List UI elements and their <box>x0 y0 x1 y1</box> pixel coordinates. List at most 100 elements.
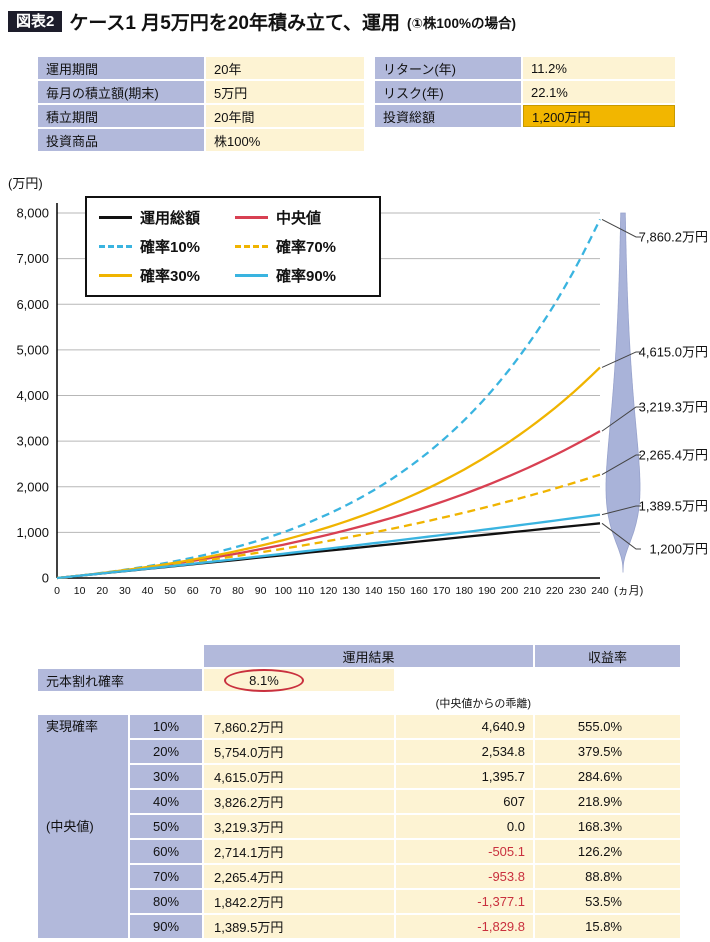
legend-item: 確率70% <box>235 236 367 257</box>
col-header-return: 収益率 <box>535 645 680 667</box>
loss-probability-highlight: 8.1% <box>224 668 304 692</box>
probability-group-label: 実現確率 <box>46 719 99 734</box>
x-tick-label: 170 <box>433 585 451 597</box>
figure-title: ケース1 月5万円を20年積み立て、運用 <box>69 13 400 34</box>
x-tick-label: 230 <box>569 585 587 597</box>
deviation-cell: 4,640.9 <box>396 715 533 738</box>
legend-line-sample <box>99 216 132 219</box>
deviation-cell: -1,829.8 <box>396 915 533 938</box>
legend-line-sample <box>99 274 132 277</box>
y-tick-label: 6,000 <box>16 297 49 312</box>
probability-group-cell: 実現確率 (中央値) <box>38 715 128 938</box>
legend-item: 確率10% <box>99 236 231 257</box>
deviation-cell: 2,534.8 <box>396 740 533 763</box>
condition-value-1: 5万円 <box>206 81 364 103</box>
return-cell: 126.2% <box>535 840 680 863</box>
amount-cell: 2,714.1万円 <box>204 840 394 863</box>
x-tick-label: 100 <box>274 585 292 597</box>
series-確率30% <box>56 366 601 580</box>
series-確率90% <box>56 513 601 580</box>
x-tick-label: 220 <box>546 585 564 597</box>
legend-line-sample <box>235 274 268 277</box>
col-header-result: 運用結果 <box>204 645 533 667</box>
probability-cell: 60% <box>130 840 202 863</box>
legend-item: 確率90% <box>235 265 367 286</box>
x-tick-label: 60 <box>187 585 199 597</box>
endpoint-label: 7,860.2万円 <box>639 230 708 245</box>
endpoint-label: 3,219.3万円 <box>639 400 708 415</box>
legend-line-sample <box>235 245 268 248</box>
y-tick-label: 5,000 <box>16 342 49 357</box>
legend-label: 確率10% <box>140 239 201 256</box>
leader-line <box>601 505 641 516</box>
loss-probability-value: 8.1% <box>249 672 279 688</box>
x-tick-label: 80 <box>232 585 244 597</box>
return-cell: 284.6% <box>535 765 680 788</box>
stats-table: リターン(年) 11.2% リスク(年) 22.1% 投資総額 1,200万円 <box>375 57 675 127</box>
loss-probability-label: 元本割れ確率 <box>38 669 202 691</box>
deviation-cell: -1,377.1 <box>396 890 533 913</box>
x-tick-label: 50 <box>164 585 176 597</box>
stat-label-1: リスク(年) <box>375 81 521 103</box>
legend-item: 運用総額 <box>99 207 231 228</box>
condition-label-0: 運用期間 <box>38 57 204 79</box>
deviation-note: (中央値からの乖離) <box>435 698 531 710</box>
leader-line <box>601 406 641 432</box>
condition-value-2: 20年間 <box>206 105 364 127</box>
series-中央値 <box>56 430 601 580</box>
return-cell: 555.0% <box>535 715 680 738</box>
probability-cell: 40% <box>130 790 202 813</box>
condition-label-3: 投資商品 <box>38 129 204 151</box>
y-tick-label: 4,000 <box>16 388 49 403</box>
stat-value-2: 1,200万円 <box>523 105 675 127</box>
conditions-table: 運用期間 20年 毎月の積立額(期末) 5万円 積立期間 20年間 投資商品 株100% <box>38 57 364 151</box>
y-tick-label: 7,000 <box>16 251 49 266</box>
deviation-cell: 0.0 <box>396 815 533 838</box>
x-tick-label: 20 <box>96 585 108 597</box>
x-tick-label: 240 <box>591 585 609 597</box>
amount-cell: 2,265.4万円 <box>204 865 394 888</box>
x-axis-unit-label: (ヵ月) <box>614 585 643 597</box>
chart-legend: 運用総額 中央値 確率10% 確率70% 確率30% 確率90% <box>85 196 381 297</box>
amount-cell: 1,842.2万円 <box>204 890 394 913</box>
figure-badge: 図表2 <box>8 11 63 32</box>
result-table: 運用結果 収益率 元本割れ確率 8.1% (中央値からの乖離) 実現確率 (中央… <box>38 645 680 938</box>
endpoint-label: 2,265.4万円 <box>639 448 708 463</box>
x-tick-label: 210 <box>523 585 541 597</box>
amount-cell: 5,754.0万円 <box>204 740 394 763</box>
condition-label-1: 毎月の積立額(期末) <box>38 81 204 103</box>
probability-cell: 50% <box>130 815 202 838</box>
figure-subtitle: (①株100%の場合) <box>407 15 516 31</box>
probability-cell: 10% <box>130 715 202 738</box>
stat-label-2: 投資総額 <box>375 105 521 127</box>
x-tick-label: 40 <box>142 585 154 597</box>
legend-label: 確率70% <box>276 239 337 256</box>
x-tick-label: 110 <box>298 585 315 597</box>
deviation-cell: 607 <box>396 790 533 813</box>
leader-line <box>601 218 641 238</box>
x-tick-label: 140 <box>365 585 383 597</box>
amount-cell: 3,826.2万円 <box>204 790 394 813</box>
amount-cell: 7,860.2万円 <box>204 715 394 738</box>
condition-label-2: 積立期間 <box>38 105 204 127</box>
amount-cell: 3,219.3万円 <box>204 815 394 838</box>
legend-label: 確率30% <box>140 268 201 285</box>
x-tick-label: 90 <box>255 585 267 597</box>
figure-header: 図表2 ケース1 月5万円を20年積み立て、運用 (①株100%の場合) <box>8 8 516 35</box>
probability-cell: 30% <box>130 765 202 788</box>
distribution-shape <box>605 212 641 573</box>
x-tick-label: 70 <box>210 585 222 597</box>
probability-cell: 70% <box>130 865 202 888</box>
y-axis-unit-label: (万円) <box>8 176 43 191</box>
leader-line <box>601 351 641 368</box>
condition-value-0: 20年 <box>206 57 364 79</box>
endpoint-label: 4,615.0万円 <box>639 345 708 360</box>
legend-label: 運用総額 <box>140 210 201 227</box>
x-tick-label: 10 <box>74 585 86 597</box>
x-tick-label: 200 <box>501 585 519 597</box>
legend-label: 確率90% <box>276 268 337 285</box>
deviation-cell: -505.1 <box>396 840 533 863</box>
leader-line <box>601 522 641 550</box>
stat-value-0: 11.2% <box>523 57 675 79</box>
x-tick-label: 150 <box>388 585 406 597</box>
